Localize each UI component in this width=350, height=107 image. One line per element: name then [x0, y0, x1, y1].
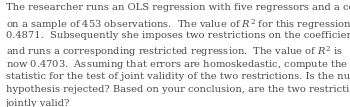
- Text: jointly valid?: jointly valid?: [6, 99, 71, 107]
- Text: 0.4871.  Subsequently she imposes two restrictions on the coefficients: 0.4871. Subsequently she imposes two res…: [6, 31, 350, 40]
- Text: and runs a corresponding restricted regression.  The value of $R^2$ is: and runs a corresponding restricted regr…: [6, 44, 343, 59]
- Text: The researcher runs an OLS regression with five regressors and a constant: The researcher runs an OLS regression wi…: [6, 3, 350, 12]
- Text: on a sample of 453 observations.  The value of $R^2$ for this regression is: on a sample of 453 observations. The val…: [6, 17, 350, 32]
- Text: now 0.4703.  Assuming that errors are homoskedastic, compute the $F$: now 0.4703. Assuming that errors are hom…: [6, 58, 350, 71]
- Text: hypothesis rejected? Based on your conclusion, are the two restrictions: hypothesis rejected? Based on your concl…: [6, 85, 350, 94]
- Text: statistic for the test of joint validity of the two restrictions. Is the null: statistic for the test of joint validity…: [6, 72, 350, 81]
